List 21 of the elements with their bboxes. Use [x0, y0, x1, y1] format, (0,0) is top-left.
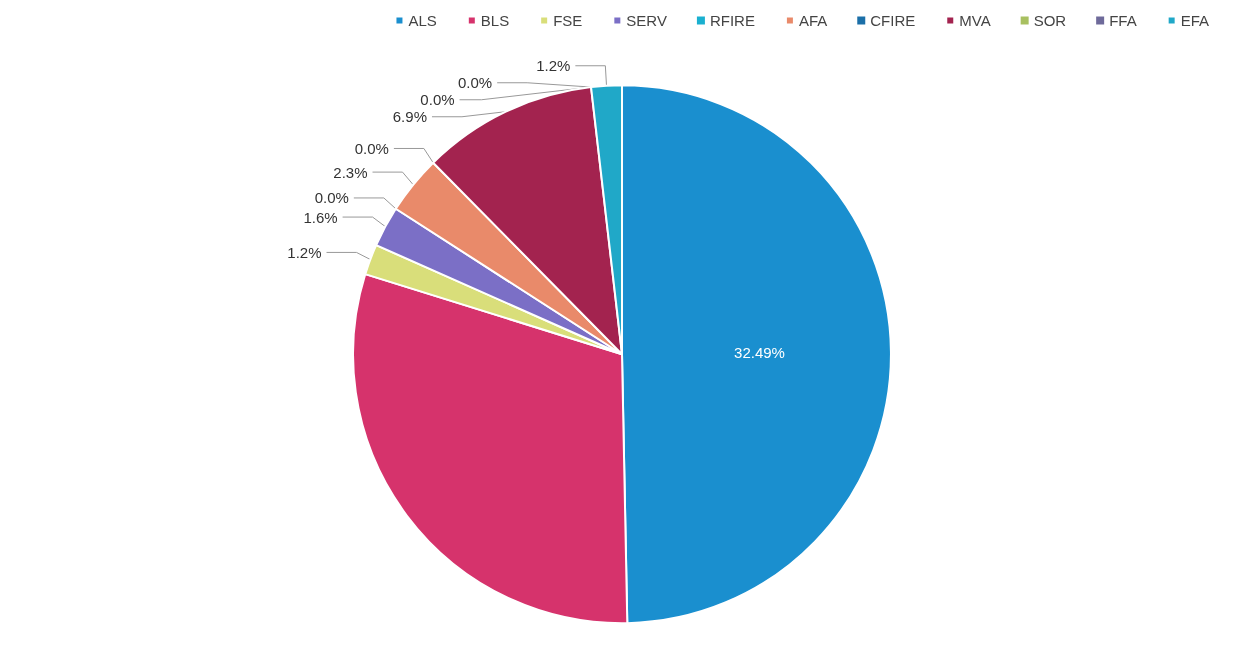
data-label: 1.2% — [287, 243, 322, 261]
data-label: 1.6% — [303, 208, 338, 226]
legend-label: FSE — [553, 12, 583, 29]
text: 0.0% — [420, 91, 455, 109]
legend-label: SERV — [626, 12, 667, 29]
legend-label: BLS — [480, 12, 510, 29]
legend-label: MVA — [959, 12, 991, 29]
data-label: 1.2% — [536, 57, 571, 75]
data-label: 2.3% — [333, 163, 368, 181]
data-label: 32.49% — [734, 344, 785, 362]
data-label: 6.9% — [392, 108, 427, 126]
legend-label: SOR — [1033, 12, 1067, 29]
legend-label: CFIRE — [870, 12, 916, 29]
legend-label: ALS — [408, 12, 437, 29]
legend-label: EFA — [1180, 12, 1210, 29]
text: 0.0% — [354, 139, 389, 157]
legend-label: AFA — [798, 12, 828, 29]
legend-label: RFIRE — [709, 12, 755, 29]
text: 0.0% — [314, 189, 349, 207]
text: 0.0% — [457, 74, 493, 92]
legend-label: FFA — [1109, 12, 1137, 29]
